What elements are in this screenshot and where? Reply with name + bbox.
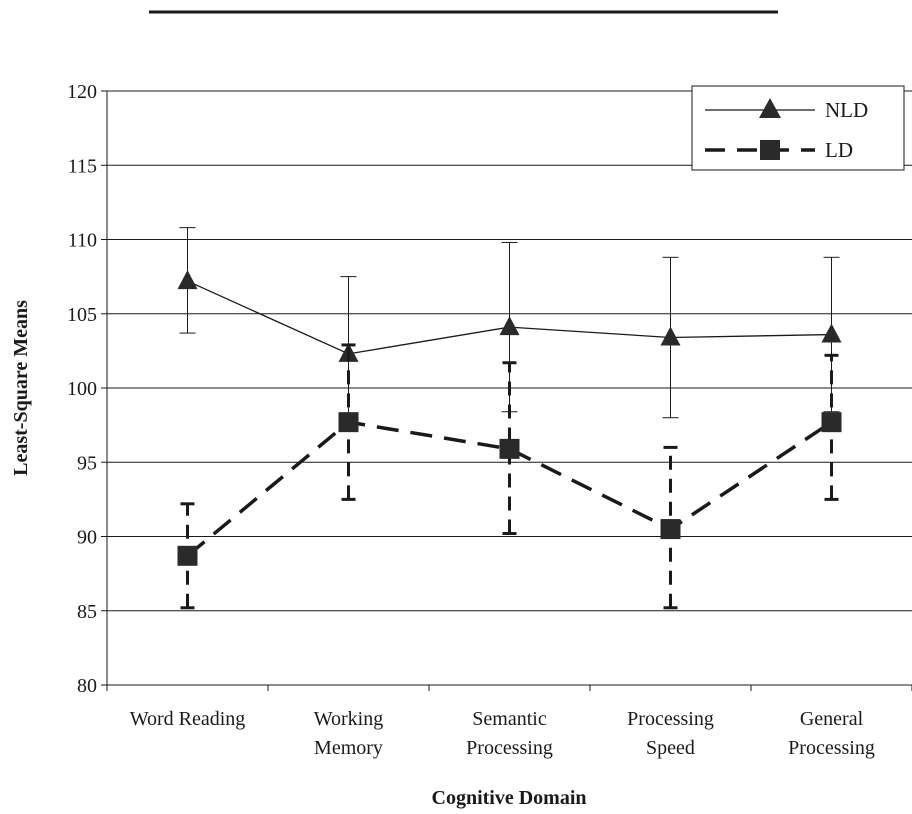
x-category-label-line: Semantic — [472, 708, 547, 730]
legend-square-icon — [760, 140, 780, 160]
series-nld — [177, 227, 842, 426]
x-category-label-line: General — [800, 708, 864, 730]
x-category-label-line: Speed — [646, 737, 695, 759]
y-tick-label: 100 — [67, 378, 97, 400]
series-line — [186, 420, 833, 558]
data-point-triangle — [821, 323, 842, 343]
y-tick-label: 95 — [77, 452, 97, 474]
data-point-square — [660, 519, 681, 540]
data-point-square — [338, 412, 359, 433]
data-point-triangle — [499, 316, 520, 336]
x-category-label: Processing Speed — [627, 708, 714, 759]
data-point-triangle — [660, 326, 681, 346]
y-tick-label: 110 — [68, 230, 97, 252]
x-category-label-line: Processing — [788, 737, 875, 759]
x-axis-title: Cognitive Domain — [432, 787, 587, 809]
y-axis-title: Least-Square Means — [10, 300, 32, 476]
y-axis-ticks: 80 85 90 95 100 105 110 115 120 — [67, 81, 107, 697]
data-point-triangle — [177, 270, 198, 290]
data-point-square — [821, 412, 842, 433]
x-category-label: General Processing — [788, 708, 875, 759]
legend-box — [691, 85, 905, 171]
legend: NLD LD — [691, 85, 905, 171]
legend-label-ld: LD — [825, 138, 853, 162]
x-category-label-line: Working — [314, 708, 384, 730]
y-tick-label: 120 — [67, 81, 97, 103]
y-tick-label: 105 — [67, 304, 97, 326]
legend-label-nld: NLD — [825, 98, 868, 122]
legend-triangle-icon — [759, 98, 781, 118]
y-tick-label: 115 — [68, 155, 97, 177]
x-category-label-line: Memory — [314, 737, 383, 759]
series-ld — [177, 343, 842, 610]
series-layer — [177, 227, 842, 610]
data-point-square — [177, 545, 198, 566]
x-category-label-line: Processing — [466, 737, 553, 759]
x-axis-ticks: Word Reading Working Memory Semantic Process… — [106, 685, 912, 759]
y-tick-label: 85 — [77, 601, 97, 623]
x-category-label: Semantic Processing — [466, 708, 553, 759]
data-point-square — [499, 438, 520, 459]
x-category-label: Word Reading — [130, 708, 246, 730]
x-category-label-line: Processing — [627, 708, 714, 730]
x-category-label: Working Memory — [314, 708, 384, 759]
y-tick-label: 80 — [77, 675, 97, 697]
x-category-label-line: Word Reading — [130, 708, 246, 730]
y-tick-label: 90 — [77, 527, 97, 549]
